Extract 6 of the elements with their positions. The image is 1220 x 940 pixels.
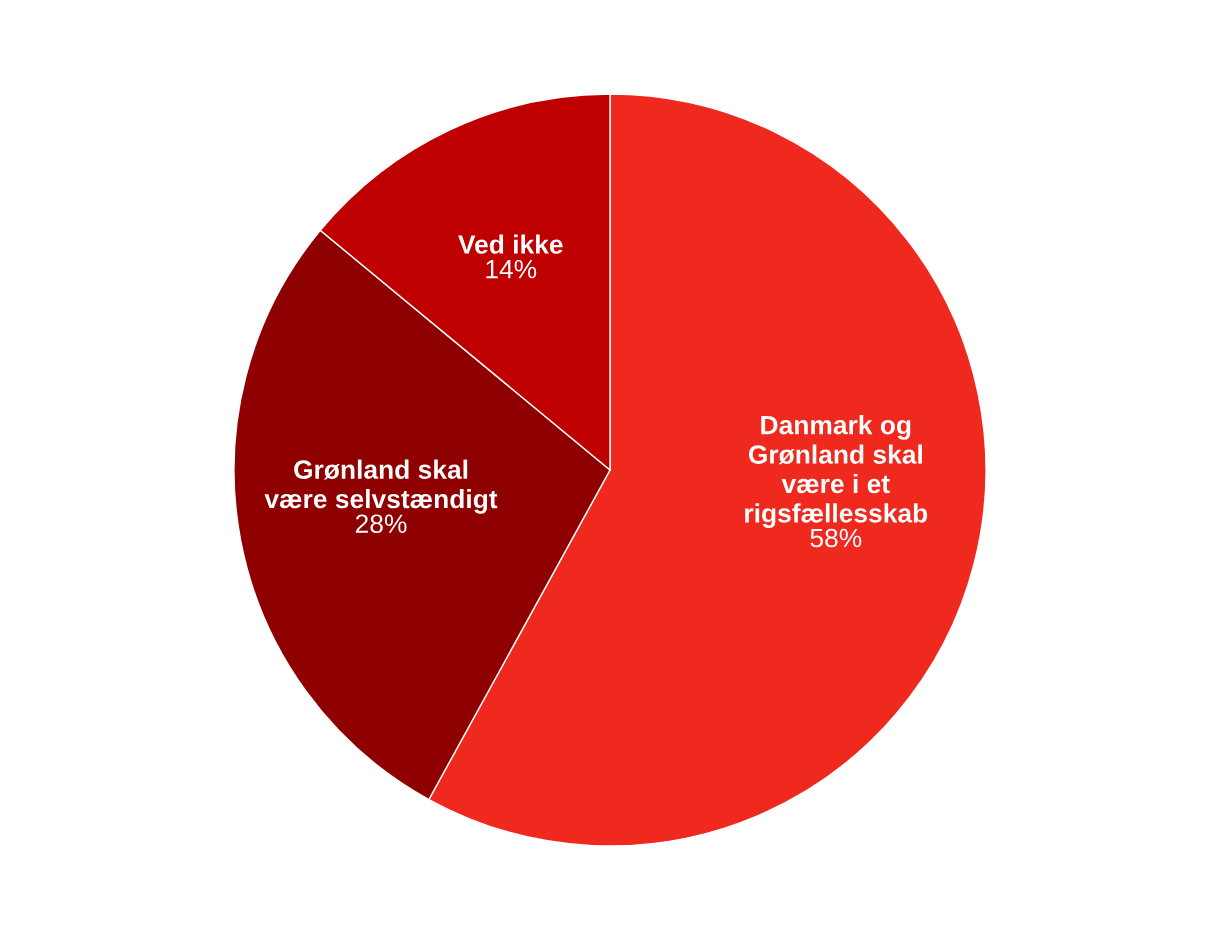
slice-label: Ved ikke — [458, 234, 563, 254]
data-label: 28% — [355, 514, 407, 534]
slice-label: Grønland skal være selvstændigt — [264, 459, 498, 514]
data-label: 58% — [810, 528, 862, 548]
data-label: 14% — [486, 259, 537, 279]
slice-label: Danmark og Grønland skal være i et rigsfællesskab — [745, 415, 928, 528]
